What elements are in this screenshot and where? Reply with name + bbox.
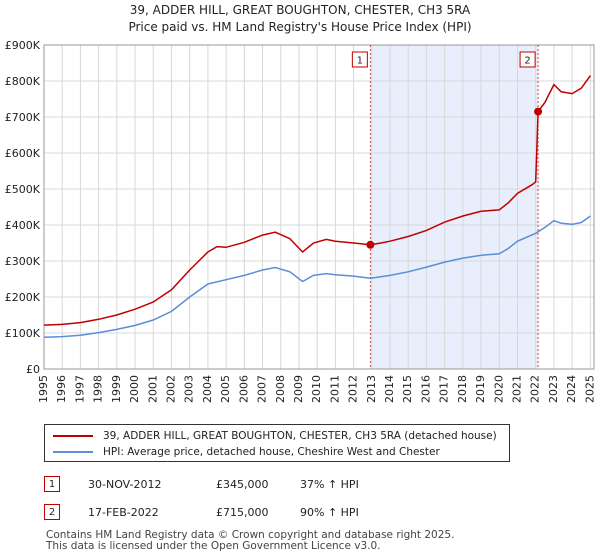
y-tick-label: £100K — [5, 327, 41, 340]
x-tick-label: 2016 — [419, 375, 432, 403]
plot-frame — [43, 44, 595, 370]
x-tick-label: 2007 — [256, 375, 269, 403]
y-tick-label: £0 — [26, 363, 40, 376]
y-tick-label: £400K — [5, 219, 41, 232]
transaction-row: 1 30-NOV-2012 £345,000 37% ↑ HPI — [44, 474, 359, 494]
y-tick-label: £800K — [5, 75, 41, 88]
x-tick-label: 1997 — [73, 375, 86, 403]
chart-subtitle: Price paid vs. HM Land Registry's House … — [128, 20, 471, 34]
chart-legend: 39, ADDER HILL, GREAT BOUGHTON, CHESTER,… — [44, 424, 510, 462]
x-tick-label: 2003 — [183, 375, 196, 403]
sale-point — [534, 107, 543, 116]
transaction-hpi-change: 37% ↑ HPI — [300, 477, 359, 491]
transaction-hpi-change: 90% ↑ HPI — [300, 505, 359, 519]
sale-marker-box — [351, 51, 368, 68]
x-tick-label: 2017 — [438, 375, 451, 403]
legend-label-property: 39, ADDER HILL, GREAT BOUGHTON, CHESTER,… — [103, 430, 497, 442]
x-tick-label: 2015 — [401, 375, 414, 403]
x-tick-label: 1999 — [110, 375, 123, 403]
x-tick-label: 2004 — [201, 375, 214, 403]
x-tick-label: 2018 — [456, 375, 469, 403]
sale-marker-label: 1 — [357, 56, 363, 67]
property-price-line — [43, 75, 592, 326]
footer-note: Contains HM Land Registry data © Crown c… — [46, 530, 454, 552]
x-tick-label: 2019 — [474, 375, 487, 403]
shaded-period — [370, 45, 539, 369]
x-tick-label: 2021 — [511, 375, 524, 403]
transaction-date: 17-FEB-2022 — [88, 505, 159, 519]
transaction-row: 2 17-FEB-2022 £715,000 90% ↑ HPI — [44, 502, 359, 522]
x-tick-label: 2013 — [365, 375, 378, 403]
transaction-date: 30-NOV-2012 — [88, 477, 162, 491]
x-tick-label: 2023 — [547, 375, 560, 403]
x-tick-label: 1998 — [92, 375, 105, 403]
x-tick-label: 1996 — [55, 375, 68, 403]
y-tick-label: £300K — [5, 255, 41, 268]
transaction-price: £345,000 — [216, 477, 269, 491]
hpi-line — [43, 215, 591, 339]
y-tick-label: £900K — [5, 39, 41, 52]
transaction-marker: 1 — [44, 476, 60, 492]
sale-marker-box — [519, 51, 536, 68]
y-tick-label: £500K — [5, 183, 41, 196]
x-tick-label: 2009 — [292, 375, 305, 403]
legend-label-hpi: HPI: Average price, detached house, Ches… — [103, 446, 440, 458]
x-tick-label: 1995 — [37, 375, 50, 403]
sale-point — [366, 240, 375, 249]
x-tick-label: 2025 — [583, 375, 596, 403]
x-tick-label: 2000 — [128, 375, 141, 403]
x-tick-label: 2022 — [529, 375, 542, 403]
x-tick-label: 2014 — [383, 375, 396, 403]
transaction-price: £715,000 — [216, 505, 269, 519]
price-chart: 39, ADDER HILL, GREAT BOUGHTON, CHESTER,… — [5, 3, 597, 403]
x-tick-label: 2010 — [310, 375, 323, 403]
x-tick-label: 2002 — [164, 375, 177, 403]
legend-swatch-hpi — [53, 451, 93, 453]
x-tick-label: 2020 — [492, 375, 505, 403]
x-tick-label: 2006 — [237, 375, 250, 403]
y-tick-label: £200K — [5, 291, 41, 304]
transaction-marker: 2 — [44, 504, 60, 520]
x-tick-label: 2011 — [328, 375, 341, 403]
legend-swatch-property — [53, 435, 93, 437]
x-tick-label: 2001 — [146, 375, 159, 403]
x-tick-label: 2008 — [274, 375, 287, 403]
y-tick-label: £600K — [5, 147, 41, 160]
legend-item-property: 39, ADDER HILL, GREAT BOUGHTON, CHESTER,… — [53, 428, 497, 444]
y-tick-label: £700K — [5, 111, 41, 124]
legend-item-hpi: HPI: Average price, detached house, Ches… — [53, 444, 440, 460]
x-tick-label: 2012 — [347, 375, 360, 403]
x-tick-label: 2005 — [219, 375, 232, 403]
footer-line-licence: This data is licensed under the Open Gov… — [46, 540, 381, 552]
footer-line-copyright: Contains HM Land Registry data © Crown c… — [46, 529, 455, 541]
chart-title: 39, ADDER HILL, GREAT BOUGHTON, CHESTER,… — [130, 3, 471, 17]
sale-marker-label: 2 — [524, 56, 530, 67]
x-tick-label: 2024 — [565, 375, 578, 403]
